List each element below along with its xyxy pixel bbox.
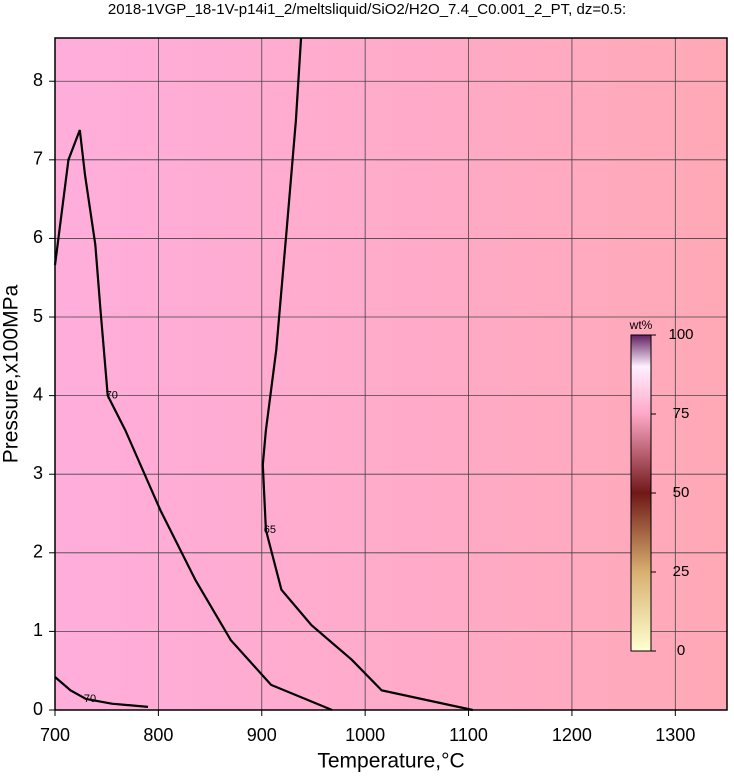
contour-line (53, 129, 333, 712)
y-tick-label: 7 (33, 149, 43, 169)
y-tick-label: 4 (33, 384, 43, 404)
contour-label: 65 (264, 524, 276, 536)
colorbar-label: wt% (629, 318, 653, 332)
x-tick-label: 900 (247, 725, 277, 745)
x-tick-label: 1300 (655, 725, 695, 745)
colorbar-tick-label: 50 (673, 484, 690, 501)
y-axis-label: Pressure,x100MPa (0, 284, 23, 463)
x-tick-label: 1200 (552, 725, 592, 745)
y-tick-label: 2 (33, 542, 43, 562)
colorbar (630, 334, 652, 652)
colorbar-tick-label: 100 (668, 326, 693, 343)
y-tick-label: 8 (33, 70, 43, 90)
y-tick-label: 6 (33, 227, 43, 247)
x-tick-label: 800 (143, 725, 173, 745)
colorbar-tick-label: 75 (673, 405, 690, 422)
y-tick-label: 1 (33, 620, 43, 640)
x-axis-label: Temperature,°C (317, 750, 464, 773)
y-tick-label: 3 (33, 463, 43, 483)
contour-line (261, 37, 473, 712)
plot-frame (54, 37, 728, 711)
plot-background (55, 38, 727, 710)
x-tick-label: 700 (40, 725, 70, 745)
y-tick-label: 5 (33, 306, 43, 326)
x-tick-label: 1000 (345, 725, 385, 745)
colorbar-tick-label: 25 (673, 563, 690, 580)
contour-label: 70 (84, 693, 96, 705)
contour-label: 70 (106, 390, 118, 402)
y-tick-label: 0 (33, 699, 43, 719)
chart-title: 2018-1VGP_18-1V-p14i1_2/meltsliquid/SiO2… (108, 1, 626, 18)
x-tick-label: 1100 (449, 725, 488, 745)
contour-line (54, 676, 149, 708)
colorbar-tick-label: 0 (677, 642, 685, 659)
